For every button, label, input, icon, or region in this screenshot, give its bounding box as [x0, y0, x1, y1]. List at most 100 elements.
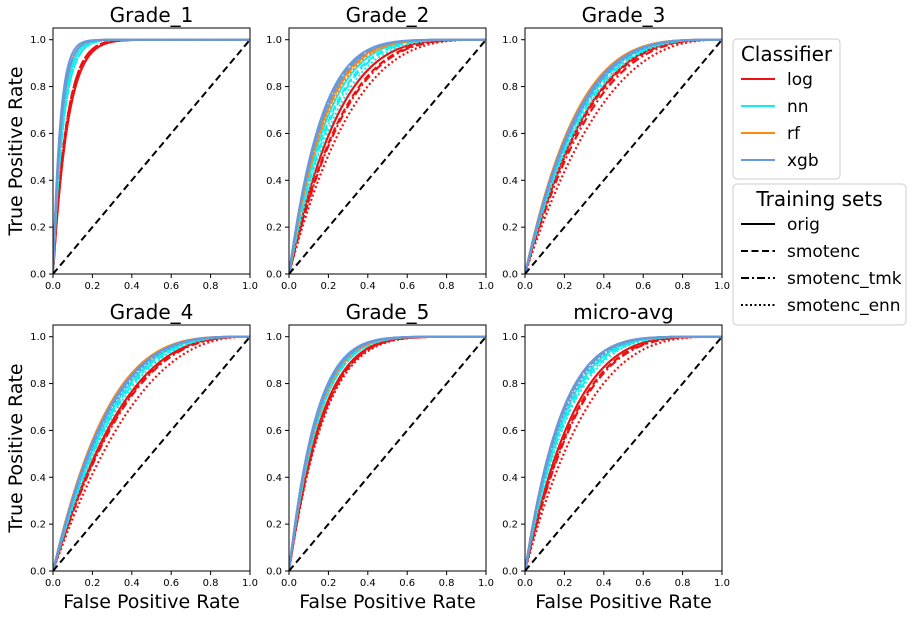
curves-group — [53, 38, 250, 274]
y-tick-label: 0.0 — [502, 270, 518, 281]
y-tick-label: 0.8 — [502, 82, 518, 93]
roc-curve-xgb-orig — [525, 335, 722, 571]
roc-curve-xgb-orig — [525, 38, 722, 274]
y-tick-label: 0.4 — [502, 176, 518, 187]
roc-curve-xgb-orig — [289, 335, 486, 571]
roc-curve-nn-smotenc_enn — [53, 335, 250, 571]
x-tick-label: 0.6 — [163, 578, 179, 589]
x-tick-label: 1.0 — [478, 578, 494, 589]
x-tick-label: 0.8 — [439, 281, 455, 292]
x-tick-label: 1.0 — [714, 578, 730, 589]
y-tick-label: 0.2 — [266, 223, 282, 234]
y-tick-label: 0.6 — [502, 129, 518, 140]
legend-label-orig: orig — [787, 215, 820, 235]
y-tick-label: 0.2 — [30, 520, 46, 531]
y-tick-label: 0.6 — [502, 426, 518, 437]
legend-title: Training sets — [755, 187, 882, 211]
panel-title: Grade_5 — [346, 300, 430, 324]
chance-diagonal-line — [524, 39, 723, 275]
y-tick-label: 1.0 — [266, 332, 282, 343]
roc-curve-nn-smotenc_tmk — [53, 335, 250, 571]
panel-title: Grade_4 — [110, 300, 194, 324]
roc-curve-log-smotenc_enn — [525, 38, 722, 274]
x-axis-label: False Positive Rate — [63, 591, 240, 613]
legend-label-xgb: xgb — [787, 151, 819, 171]
y-tick-label: 0.2 — [30, 223, 46, 234]
curves-group — [289, 335, 486, 571]
x-tick-label: 0.4 — [360, 281, 376, 292]
plot-frame — [52, 27, 251, 275]
y-tick-label: 0.6 — [30, 426, 46, 437]
panel-title: Grade_3 — [582, 3, 666, 27]
y-tick-label: 0.8 — [30, 379, 46, 390]
roc-panel-2: 0.0 0.2 0.4 0.6 0.8 1.0 0.0 0.2 0.4 0.6 0.8 1.0 Grad… — [266, 3, 494, 292]
x-tick-label: 1.0 — [714, 281, 730, 292]
x-tick-label: 0.6 — [399, 578, 415, 589]
y-tick-label: 0.6 — [30, 129, 46, 140]
x-tick-label: 0.0 — [45, 578, 61, 589]
x-tick-label: 0.4 — [360, 578, 376, 589]
x-tick-label: 0.8 — [203, 578, 219, 589]
x-tick-label: 0.0 — [45, 281, 61, 292]
roc-curve-log-smotenc_enn — [289, 38, 486, 274]
x-tick-label: 0.6 — [635, 578, 651, 589]
y-tick-label: 0.6 — [266, 426, 282, 437]
x-axis-label: False Positive Rate — [299, 591, 476, 613]
roc-curve-xgb-orig — [53, 38, 250, 274]
legend-title: Classifier — [741, 42, 833, 66]
x-tick-label: 0.6 — [635, 281, 651, 292]
x-tick-label: 0.4 — [124, 578, 140, 589]
y-tick-label: 1.0 — [266, 35, 282, 46]
chance-diagonal-line — [52, 39, 251, 275]
roc-curve-nn-smotenc_tmk — [525, 335, 722, 571]
x-tick-label: 0.2 — [320, 578, 336, 589]
y-tick-label: 0.4 — [30, 176, 46, 187]
legend-label-smotenc_enn: smotenc_enn — [787, 296, 901, 316]
x-tick-label: 0.4 — [596, 578, 612, 589]
x-tick-label: 0.2 — [556, 578, 572, 589]
x-tick-label: 0.0 — [517, 281, 533, 292]
y-tick-label: 0.2 — [502, 223, 518, 234]
legend-label-smotenc_tmk: smotenc_tmk — [787, 269, 902, 289]
legend-label-rf: rf — [787, 124, 801, 144]
x-tick-label: 0.2 — [84, 281, 100, 292]
y-tick-label: 0.0 — [266, 567, 282, 578]
curves-group — [289, 38, 486, 274]
roc-curve-log-smotenc_enn — [525, 335, 722, 571]
y-tick-label: 0.4 — [30, 473, 46, 484]
x-tick-label: 0.8 — [675, 578, 691, 589]
y-tick-label: 0.0 — [502, 567, 518, 578]
roc-curve-xgb-orig — [53, 335, 250, 571]
y-tick-label: 0.8 — [266, 379, 282, 390]
roc-panel-3: 0.0 0.2 0.4 0.6 0.8 1.0 0.0 0.2 0.4 0.6 0.8 1.0 Grad… — [502, 3, 730, 292]
roc-curve-xgb-orig — [289, 38, 486, 274]
curves-group — [525, 38, 722, 274]
chance-diagonal-line — [288, 39, 487, 275]
legend-frame — [732, 183, 907, 326]
x-tick-label: 0.0 — [281, 578, 297, 589]
y-tick-label: 0.0 — [30, 270, 46, 281]
x-tick-label: 0.0 — [517, 578, 533, 589]
x-axis-label: False Positive Rate — [535, 591, 712, 613]
legend-label-smotenc: smotenc — [787, 242, 860, 262]
y-tick-label: 1.0 — [502, 332, 518, 343]
y-tick-label: 1.0 — [30, 35, 46, 46]
plot-frame — [288, 27, 487, 275]
legend-label-log: log — [787, 70, 813, 90]
y-tick-label: 0.2 — [266, 520, 282, 531]
x-tick-label: 0.2 — [320, 281, 336, 292]
y-tick-label: 0.8 — [502, 379, 518, 390]
chance-diagonal-line — [524, 336, 723, 572]
y-tick-label: 0.0 — [30, 567, 46, 578]
x-tick-label: 0.2 — [556, 281, 572, 292]
y-axis-label: True Positive Rate — [5, 363, 27, 533]
roc-panel-4: 0.0 0.2 0.4 0.6 0.8 1.0 0.0 0.2 0.4 0.6 0.8 1.0 Grad… — [5, 300, 258, 613]
curves-group — [525, 335, 722, 571]
panel-title: Grade_1 — [110, 3, 194, 27]
roc-panel-1: 0.0 0.2 0.4 0.6 0.8 1.0 0.0 0.2 0.4 0.6 0.8 1.0 Grad… — [5, 3, 258, 292]
y-tick-label: 0.4 — [266, 473, 282, 484]
training-set-legend: Training sets orig smotenc smotenc_tmksmote… — [732, 183, 907, 326]
x-tick-label: 0.0 — [281, 281, 297, 292]
x-tick-label: 1.0 — [242, 578, 258, 589]
